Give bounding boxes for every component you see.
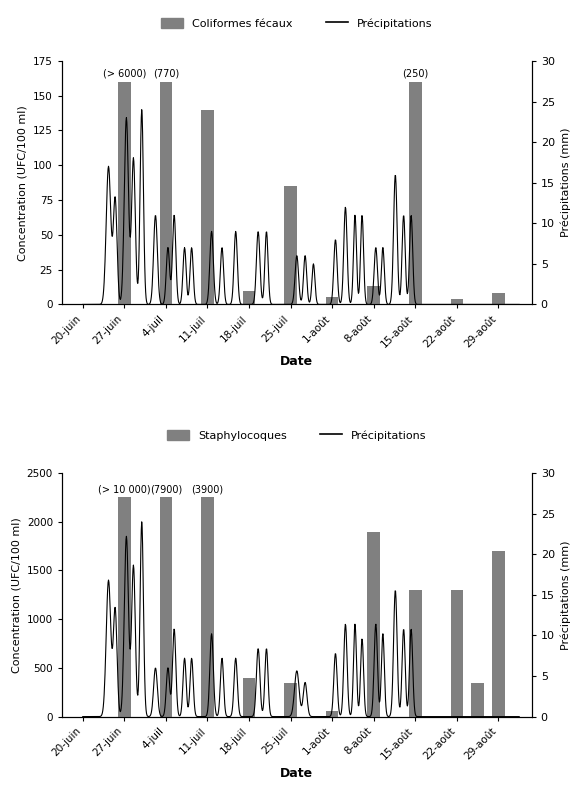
Bar [243, 290, 255, 305]
Bar [492, 551, 505, 717]
Bar [285, 683, 297, 717]
Bar [285, 186, 297, 305]
Bar [243, 678, 255, 717]
Bar [201, 498, 214, 717]
Bar [367, 286, 380, 305]
Legend: Coliformes fécaux, Précipitations: Coliformes fécaux, Précipitations [161, 17, 432, 28]
Text: (> 10 000): (> 10 000) [98, 485, 151, 494]
Bar [159, 81, 172, 305]
Bar [367, 532, 380, 717]
Y-axis label: Concentration (UFC/100 ml): Concentration (UFC/100 ml) [17, 104, 27, 260]
X-axis label: Date: Date [281, 354, 313, 368]
Y-axis label: Précipitations (mm): Précipitations (mm) [560, 128, 571, 237]
Bar [326, 711, 338, 717]
Text: (7900): (7900) [150, 485, 182, 494]
Bar [492, 293, 505, 305]
Legend: Staphylocoques, Précipitations: Staphylocoques, Précipitations [167, 430, 427, 441]
Bar [201, 110, 214, 305]
Bar [159, 498, 172, 717]
Bar [471, 683, 484, 717]
Text: (> 6000): (> 6000) [102, 69, 146, 79]
Y-axis label: Concentration (UFC/100 ml): Concentration (UFC/100 ml) [11, 517, 21, 672]
Bar [450, 299, 463, 305]
Text: (3900): (3900) [191, 485, 223, 494]
Text: (250): (250) [402, 69, 428, 79]
Bar [118, 498, 130, 717]
X-axis label: Date: Date [281, 767, 313, 780]
Y-axis label: Précipitations (mm): Précipitations (mm) [560, 540, 571, 649]
Bar [409, 590, 421, 717]
Bar [326, 297, 338, 305]
Bar [409, 81, 421, 305]
Bar [118, 81, 130, 305]
Text: (770): (770) [152, 69, 179, 79]
Bar [450, 590, 463, 717]
